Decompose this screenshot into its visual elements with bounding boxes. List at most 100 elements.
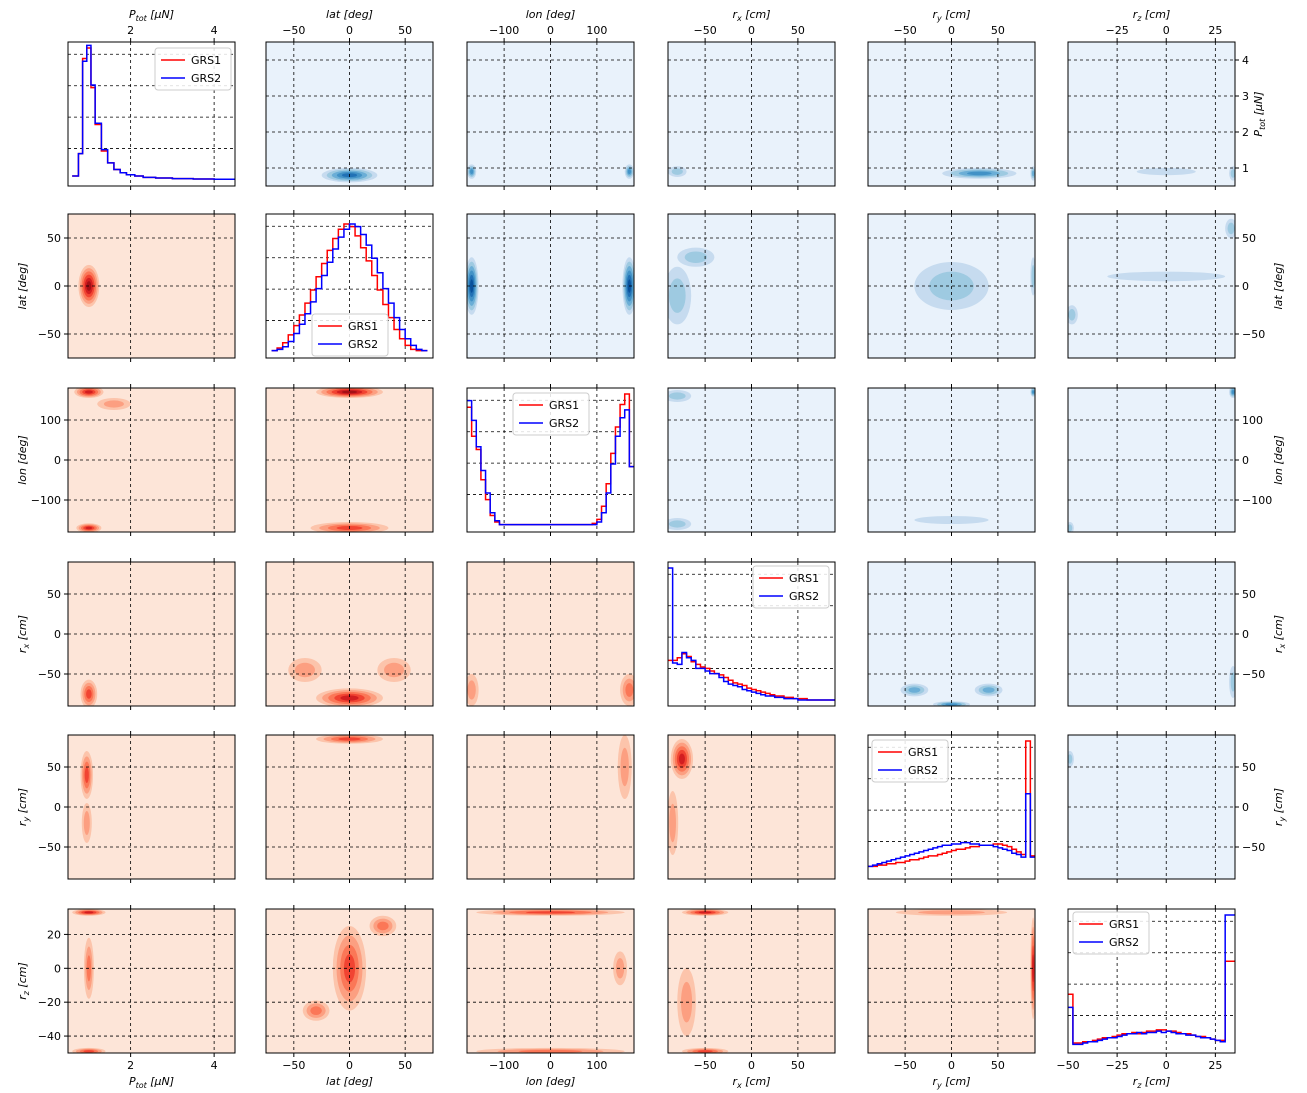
right-tick-label-ptot: 2 (1242, 126, 1249, 139)
density-contour-0-level-4 (84, 767, 89, 783)
density-contour-1-level-2 (467, 680, 476, 700)
bottom-tick-label-rx: 50 (791, 1059, 805, 1072)
panel-rx-vs-rx: GRS1 GRS2 (667, 558, 836, 710)
top-axis-label-rx: rx [cm] (732, 8, 770, 23)
density-contour-1-level-2 (1031, 264, 1035, 288)
legend-box (311, 313, 389, 357)
top-tick-label-rz: −25 (1106, 24, 1129, 37)
hist-grs2-lon (467, 399, 634, 526)
panel-ry-vs-lon (867, 384, 1036, 536)
density-contour-0-level-4 (627, 169, 631, 175)
density-contour-0-level-2 (671, 168, 683, 175)
bottom-tick-label-ptot: 2 (127, 1059, 134, 1072)
left-tick-label-lat: −50 (38, 328, 61, 341)
panel-lon-vs-rz (466, 905, 635, 1057)
density-contour-0-level-2 (668, 278, 686, 313)
hist-grs2-rz (1068, 914, 1235, 1046)
legend-label-grs2: GRS2 (908, 764, 938, 777)
right-axis-label-ry: ry [cm] (1272, 788, 1287, 826)
right-tick-label-ptot: 4 (1242, 54, 1249, 67)
right-axis-label-ptot: Ptot [μN] (1252, 91, 1267, 136)
legend: GRS1 GRS2 (154, 47, 232, 91)
top-tick-label-ptot: 2 (127, 24, 134, 37)
panel-lon-vs-ptot (466, 38, 635, 190)
bottom-tick-label-ry: 50 (991, 1059, 1005, 1072)
y-axis-label-rz: rz [cm] (16, 962, 31, 1000)
panel-rx-vs-ry (667, 731, 836, 883)
top-tick-label-rx: −50 (694, 24, 717, 37)
panel-frame (1067, 908, 1236, 1054)
panel-rz-vs-lon (1067, 384, 1236, 536)
right-axis-label-rx: rx [cm] (1272, 615, 1287, 653)
top-tick-label-lat: −50 (282, 24, 305, 37)
panel-lon-vs-lat (466, 210, 635, 362)
hist-grs2-lat (271, 223, 428, 352)
left-tick-label-lon: −100 (31, 494, 61, 507)
right-tick-label-lon: −100 (1242, 494, 1272, 507)
density-contour-1-level-3 (518, 1049, 583, 1053)
density-contour-0-level-4 (966, 171, 992, 176)
density-contour-2-level-3 (310, 1006, 322, 1016)
density-contour-0-level-3 (625, 683, 634, 697)
density-contour-1-level-2 (1068, 524, 1073, 532)
top-tick-label-rz: 25 (1208, 24, 1222, 37)
left-tick-label-ry: 50 (47, 761, 61, 774)
top-tick-label-rx: 50 (791, 24, 805, 37)
panel-rz-vs-ry (1067, 731, 1236, 883)
bottom-tick-label-ry: 0 (948, 1059, 955, 1072)
left-tick-label-rz: 20 (47, 928, 61, 941)
right-tick-label-ry: 0 (1242, 801, 1249, 814)
panel-ry-vs-lat (867, 210, 1036, 362)
panel-ptot-vs-rz (67, 905, 236, 1057)
density-contour-2-level-2 (384, 662, 405, 678)
hist-grs2-ry (868, 793, 1035, 868)
right-tick-label-ptot: 3 (1242, 90, 1249, 103)
density-contour-1-level-2 (684, 251, 707, 263)
right-tick-label-ry: 50 (1242, 761, 1256, 774)
panel-rz-vs-lat (1067, 210, 1236, 362)
legend-box (154, 47, 232, 91)
panel-rz-vs-rz: GRS1 GRS2 (1067, 905, 1236, 1057)
bottom-tick-label-rz: −50 (1056, 1059, 1079, 1072)
panel-rx-vs-lat (667, 210, 836, 362)
legend-label-grs1: GRS1 (549, 399, 579, 412)
density-contour-1-level-4 (697, 1050, 713, 1053)
legend-box (1072, 911, 1150, 955)
density-contour-1-level-2 (669, 803, 676, 843)
panel-rx-vs-rz (667, 905, 836, 1057)
density-contour-0-level-4 (1032, 390, 1035, 394)
density-contour-2-level-4 (83, 1050, 95, 1053)
top-tick-label-lat: 0 (346, 24, 353, 37)
density-contour-0-level-4 (1231, 390, 1235, 394)
right-tick-label-lon: 0 (1242, 454, 1249, 467)
left-tick-label-lat: 50 (47, 232, 61, 245)
top-tick-label-rz: 0 (1163, 24, 1170, 37)
legend: GRS1 GRS2 (752, 565, 830, 609)
legend-box (871, 739, 949, 783)
bottom-tick-label-rz: 25 (1208, 1059, 1222, 1072)
density-contour-1-level-5 (85, 526, 93, 530)
panel-frame (67, 41, 236, 187)
x-axis-label-ry: ry [cm] (932, 1075, 970, 1090)
density-contour-1-level-2 (83, 811, 90, 835)
density-contour-0-level-2 (1068, 754, 1073, 764)
panel-ptot-vs-lon (67, 384, 236, 536)
legend-label-grs1: GRS1 (348, 320, 378, 333)
top-axis-label-ptot: Ptot [μN] (129, 8, 174, 23)
panel-ptot-vs-ptot: GRS1 GRS2 (67, 38, 236, 190)
right-tick-label-lat: 50 (1242, 232, 1256, 245)
hist-grs2-ptot (72, 44, 235, 180)
density-contour-0-level-5 (1032, 954, 1035, 983)
left-tick-label-rz: 0 (54, 962, 61, 975)
density-background (1068, 42, 1235, 186)
right-tick-label-rx: 0 (1242, 628, 1249, 641)
top-tick-label-ptot: 4 (211, 24, 218, 37)
legend: GRS1 GRS2 (871, 739, 949, 783)
bottom-tick-label-lat: 0 (346, 1059, 353, 1072)
legend-label-grs1: GRS1 (1109, 918, 1139, 931)
density-contour-1-level-2 (918, 910, 985, 915)
bottom-tick-label-rx: 0 (748, 1059, 755, 1072)
legend: GRS1 GRS2 (512, 392, 590, 436)
hist-grs2-rx (668, 567, 835, 701)
panel-lat-vs-ptot (265, 38, 434, 190)
